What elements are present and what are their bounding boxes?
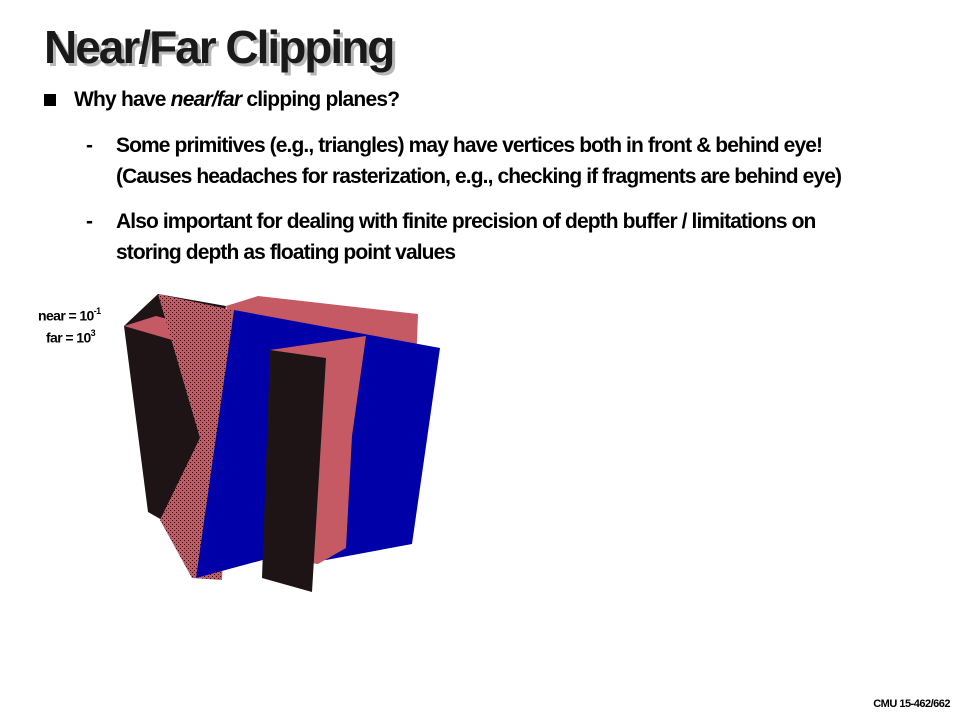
bullet-emphasis: near/far [170,88,242,111]
sub-bullet-2-line-2: storing depth as floating point values [116,241,456,264]
bullet-square-icon [44,94,56,106]
dash-icon: - [86,134,93,157]
bullet-suffix: clipping planes? [241,88,400,111]
front-dark-panel [262,350,326,592]
sub-bullet-1-line-1: Some primitives (e.g., triangles) may ha… [116,134,823,157]
sub-bullet-1-text: Some primitives (e.g., triangles) may ha… [116,130,842,192]
near-label: near = 10-1 [38,306,101,324]
far-label: far = 103 [46,328,96,346]
near-exponent: -1 [93,306,101,316]
course-footer: CMU 15-462/662 [873,698,950,710]
slide-title: Near/Far Clipping [44,21,395,73]
bullet-prefix: Why have [74,88,171,111]
far-label-text: far = 10 [46,329,91,346]
near-label-text: near = 10 [38,307,94,324]
sub-bullet-2-line-1: Also important for dealing with finite p… [116,210,816,233]
far-exponent: 3 [90,328,96,338]
dash-icon: - [86,210,93,233]
sub-bullet-1-line-2: (Causes headaches for rasterization, e.g… [116,165,842,188]
main-bullet-text: Why have near/far clipping planes? [74,88,400,112]
sub-bullet-2-text: Also important for dealing with finite p… [116,206,816,268]
